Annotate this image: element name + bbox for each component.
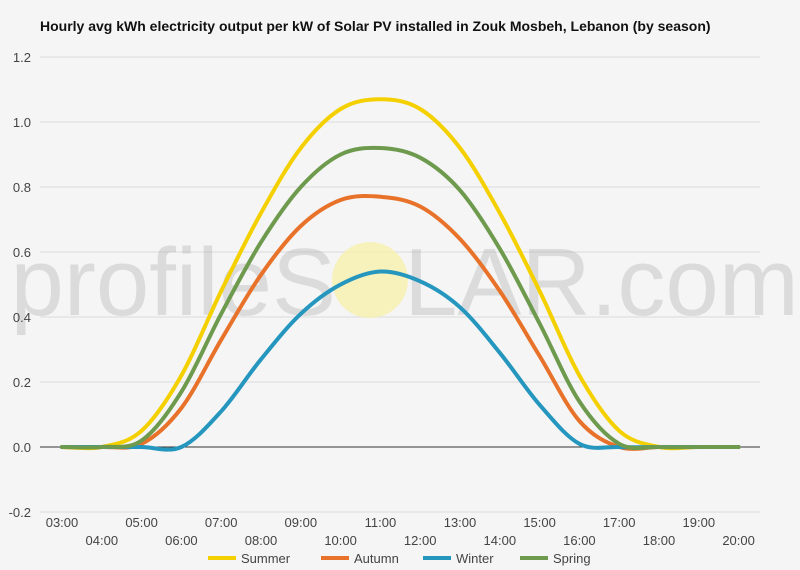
x-tick-label: 03:00: [46, 515, 79, 530]
legend-item-summer: Summer: [208, 551, 291, 566]
x-tick-label: 20:00: [722, 533, 755, 548]
y-tick-label: 0.2: [13, 375, 31, 390]
x-tick-label: 05:00: [125, 515, 158, 530]
legend: Summer Autumn Winter Spring: [208, 551, 591, 566]
chart-title: Hourly avg kWh electricity output per kW…: [40, 18, 711, 34]
x-axis: 03:00 04:00 05:00 06:00 07:00 08:00 09:00 10:00…: [46, 515, 755, 548]
y-tick-label: 0.6: [13, 245, 31, 260]
y-tick-label: 1.2: [13, 50, 31, 65]
legend-item-spring: Spring: [520, 551, 591, 566]
series-line-spring: [60, 145, 741, 451]
x-tick-label: 06:00: [165, 533, 198, 548]
x-tick-label: 13:00: [444, 515, 477, 530]
series-layer: [60, 97, 741, 452]
series-line-summer: [60, 97, 741, 451]
x-tick-label: 12:00: [404, 533, 437, 548]
x-tick-label: 09:00: [285, 515, 318, 530]
x-tick-label: 16:00: [563, 533, 596, 548]
watermark-sun-icon: [332, 242, 408, 318]
legend-item-autumn: Autumn: [321, 551, 399, 566]
x-tick-label: 17:00: [603, 515, 636, 530]
x-tick-label: 14:00: [484, 533, 517, 548]
series-line-winter: [60, 269, 741, 452]
x-tick-label: 10:00: [324, 533, 357, 548]
y-axis: 1.2 1.0 0.8 0.6 0.4 0.2 0.0 -0.2: [9, 50, 31, 520]
legend-label: Summer: [241, 551, 291, 566]
y-tick-label: 1.0: [13, 115, 31, 130]
x-tick-label: 15:00: [523, 515, 556, 530]
y-tick-label: 0.4: [13, 310, 31, 325]
legend-label: Autumn: [354, 551, 399, 566]
watermark: profileS LAR.com: [11, 229, 799, 336]
x-tick-label: 19:00: [683, 515, 716, 530]
y-tick-label: 0.8: [13, 180, 31, 195]
x-tick-label: 08:00: [245, 533, 278, 548]
legend-item-winter: Winter: [423, 551, 494, 566]
y-tick-label: -0.2: [9, 505, 31, 520]
watermark-left-text: profileS: [11, 229, 337, 336]
x-tick-label: 18:00: [643, 533, 676, 548]
x-tick-label: 11:00: [365, 515, 397, 530]
legend-label: Winter: [456, 551, 494, 566]
x-tick-label: 04:00: [86, 533, 119, 548]
x-tick-label: 07:00: [205, 515, 238, 530]
y-tick-label: 0.0: [13, 440, 31, 455]
legend-label: Spring: [553, 551, 591, 566]
